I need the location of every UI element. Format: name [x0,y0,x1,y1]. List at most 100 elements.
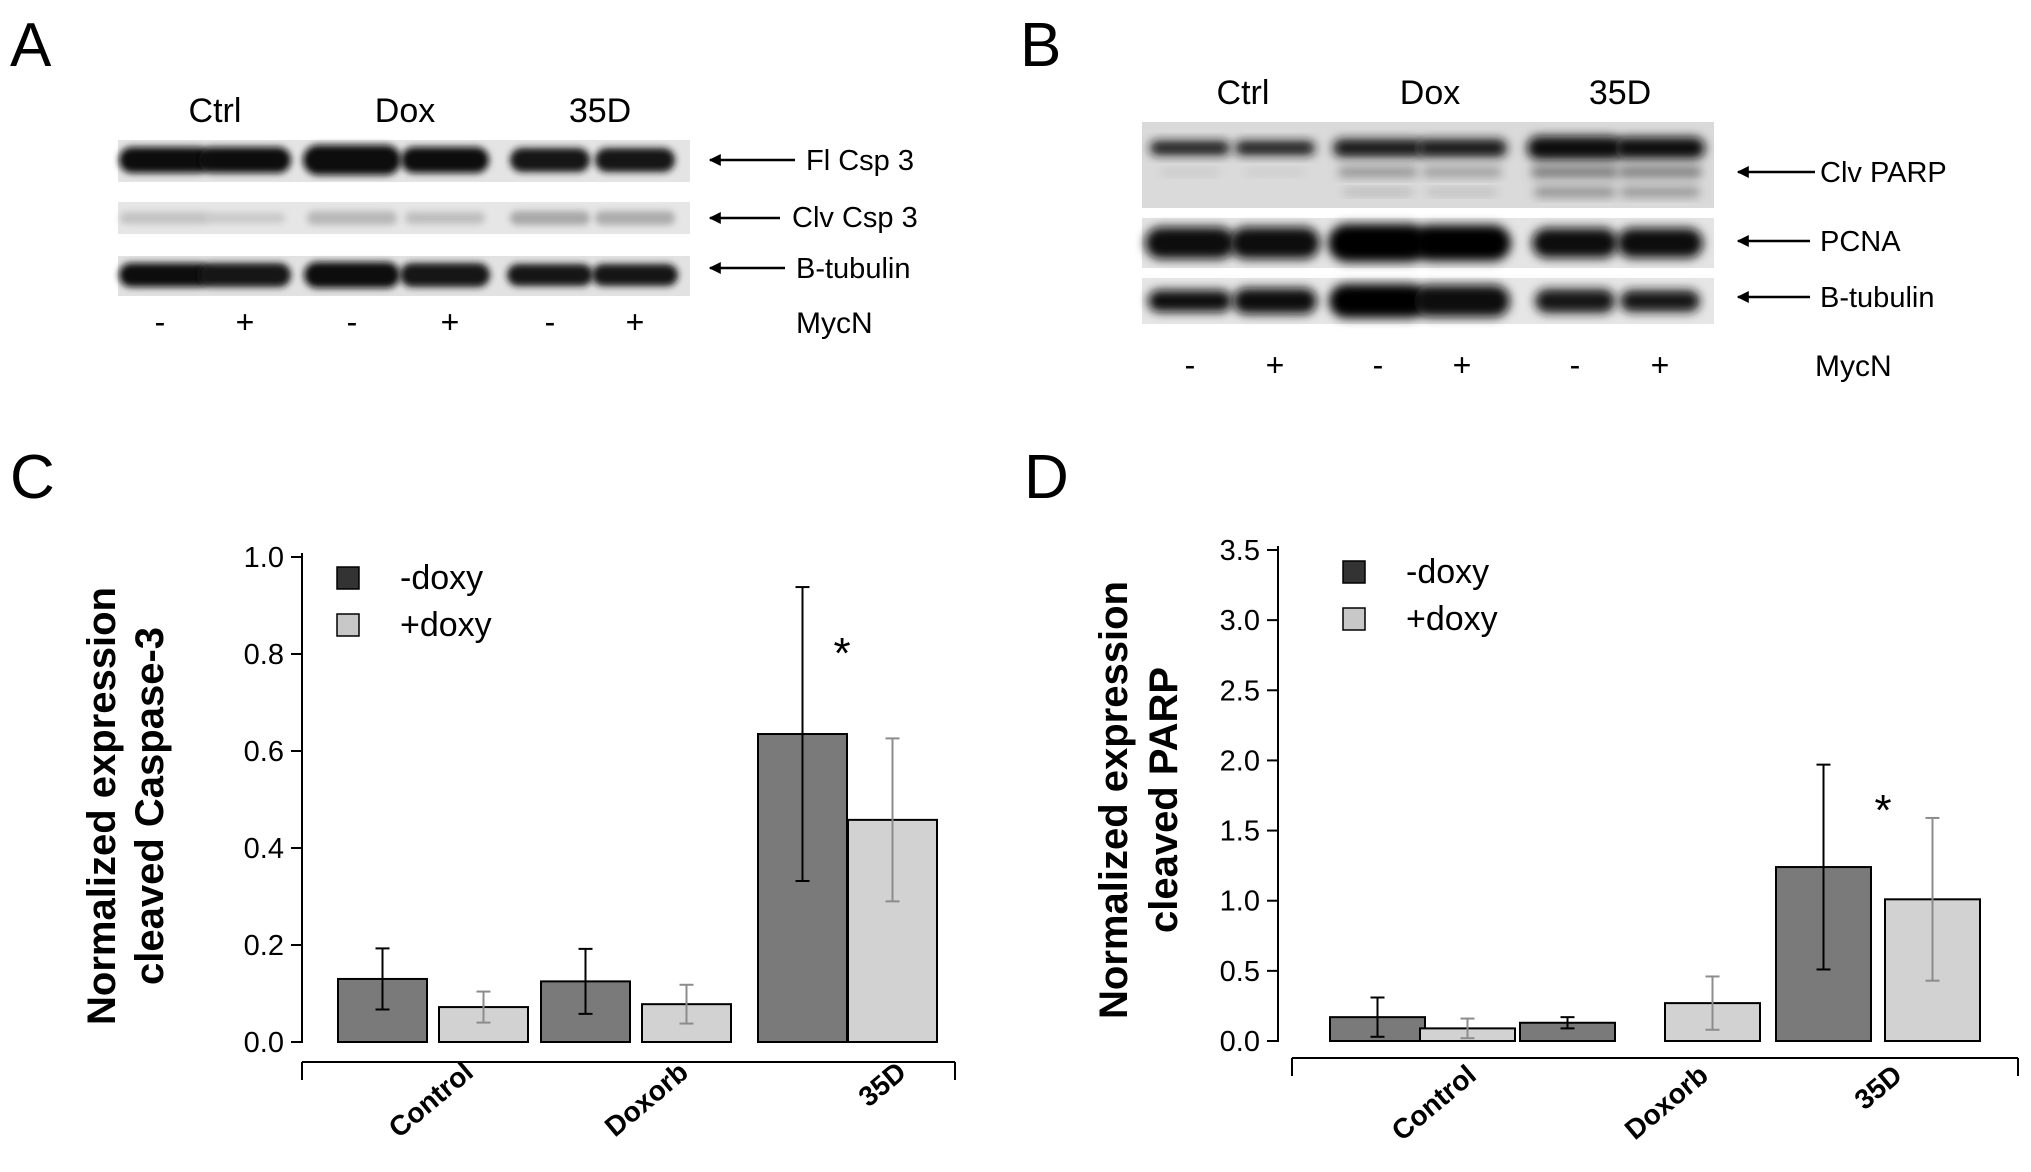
blot-band [1230,227,1320,259]
legend-swatch [336,613,360,637]
panel-a-group-dox: Dox [375,92,435,130]
y-tick-label: 3.5 [1220,535,1260,567]
panel-b-signs: - + - + - + MycN [1185,347,1892,383]
y-tick-label: 2.0 [1220,745,1260,777]
panel-b-group-ctrl: Ctrl [1217,74,1270,112]
sign-label: - [1185,347,1196,383]
blot-band [303,145,401,175]
blot-band [1532,228,1618,258]
legend-swatch [1342,607,1366,631]
y-tick-label: 0.4 [244,833,284,865]
legend-swatch [336,566,360,590]
panel-b-row-label: PCNA [1820,226,1901,258]
panel-d-letter: D [1024,443,1069,512]
panel-a-condition: MycN [796,307,873,340]
blot-band [1534,187,1616,197]
blot-band [120,212,210,224]
category-label: 35D [1849,1059,1908,1116]
chart-c: 0.0 0.2 0.4 0.6 0.8 1.0 Normalized expression c… [80,542,956,1144]
legend-swatch [1342,560,1366,584]
y-tick-label: 0.0 [244,1027,284,1059]
blot-band [199,263,291,287]
category-label: 35D [853,1056,912,1113]
panel-b-row-label: Clv PARP [1820,157,1947,189]
blot-band [1620,290,1700,312]
panel-c: C 0.0 0.2 0.4 0.6 0.8 1.0 Normalized expressio… [10,443,956,1144]
blot-band [595,148,675,172]
blot-band [1329,284,1427,318]
y-axis-title: cleaved PARP [1142,667,1186,933]
category-label: Control [383,1056,479,1144]
blot-band [1145,227,1235,259]
blot-band [400,263,490,287]
blot-band [1417,139,1507,157]
significance-marker: * [1874,786,1891,835]
blot-band [307,211,397,225]
blot-band [1535,289,1615,313]
sign-label: + [1266,347,1285,383]
sign-label: + [626,304,645,340]
panel-a-signs: - + - + - + MycN [155,304,873,340]
blot-band [1233,288,1317,314]
blot-band [1413,225,1511,261]
sign-label: + [1453,347,1472,383]
y-tick-label: 3.0 [1220,605,1260,637]
y-tick-label: 0.8 [244,639,284,671]
panel-a-bands [119,145,678,288]
blot-band [1338,167,1418,177]
blot-band [1422,167,1502,177]
blot-band [1343,189,1413,195]
blot-band [1615,137,1705,159]
panel-b-letter: B [1020,11,1061,80]
panel-b-group-dox: Dox [1400,74,1460,112]
legend-label: -doxy [1406,553,1489,591]
sign-label: + [236,304,255,340]
blot-band [1618,166,1702,178]
chart-d: 0.0 0.5 1.0 1.5 2.0 2.5 3.0 3.5 Normalized expre… [1092,535,2019,1147]
blot-band [1160,169,1220,175]
panel-a-group-35d: 35D [569,92,631,130]
blot-band [1531,166,1619,178]
blot-band [1427,189,1497,195]
blot-band [507,264,593,286]
blot-band [595,211,675,225]
blot-band [119,263,211,287]
legend-label: -doxy [400,559,483,597]
blot-band [199,147,291,173]
blot-band [510,148,590,172]
panel-b-row-label: B-tubulin [1820,282,1934,314]
blot-band [205,213,285,223]
blot-band [401,147,489,173]
blot-band [1150,141,1230,155]
category-label: Doxorb [599,1056,694,1143]
sign-label: + [1651,347,1670,383]
legend-label: +doxy [1406,600,1498,638]
sign-label: - [347,304,358,340]
significance-marker: * [833,629,850,678]
y-tick-label: 1.0 [1220,886,1260,918]
category-label: Control [1386,1059,1482,1147]
panel-c-letter: C [10,443,55,512]
y-tick-label: 1.5 [1220,816,1260,848]
panel-a-row-label: Fl Csp 3 [806,145,914,177]
panel-a-row-label: Clv Csp 3 [792,202,918,234]
blot-band [405,212,485,224]
panel-a-labels: Fl Csp 3 Clv Csp 3 B-tubulin [708,145,918,285]
y-axis-title: Normalized expression [1092,581,1136,1019]
panel-b: B Ctrl Dox 35D Clv PARP PCNA B-tubulin -… [1020,11,1947,383]
blot-band [1148,290,1232,312]
panel-b-bands [1145,136,1705,318]
sign-label: - [1570,347,1581,383]
blot-band [1620,187,1700,197]
blot-band [1235,141,1315,155]
y-tick-label: 0.0 [1220,1026,1260,1058]
blot-band [1527,136,1623,160]
sign-label: - [1373,347,1384,383]
blot-band [1333,139,1423,157]
legend-label: +doxy [400,606,492,644]
y-axis-title: cleaved Caspase-3 [128,627,172,985]
y-tick-label: 2.5 [1220,675,1260,707]
panel-b-group-35d: 35D [1589,74,1651,112]
category-label: Doxorb [1619,1059,1714,1146]
